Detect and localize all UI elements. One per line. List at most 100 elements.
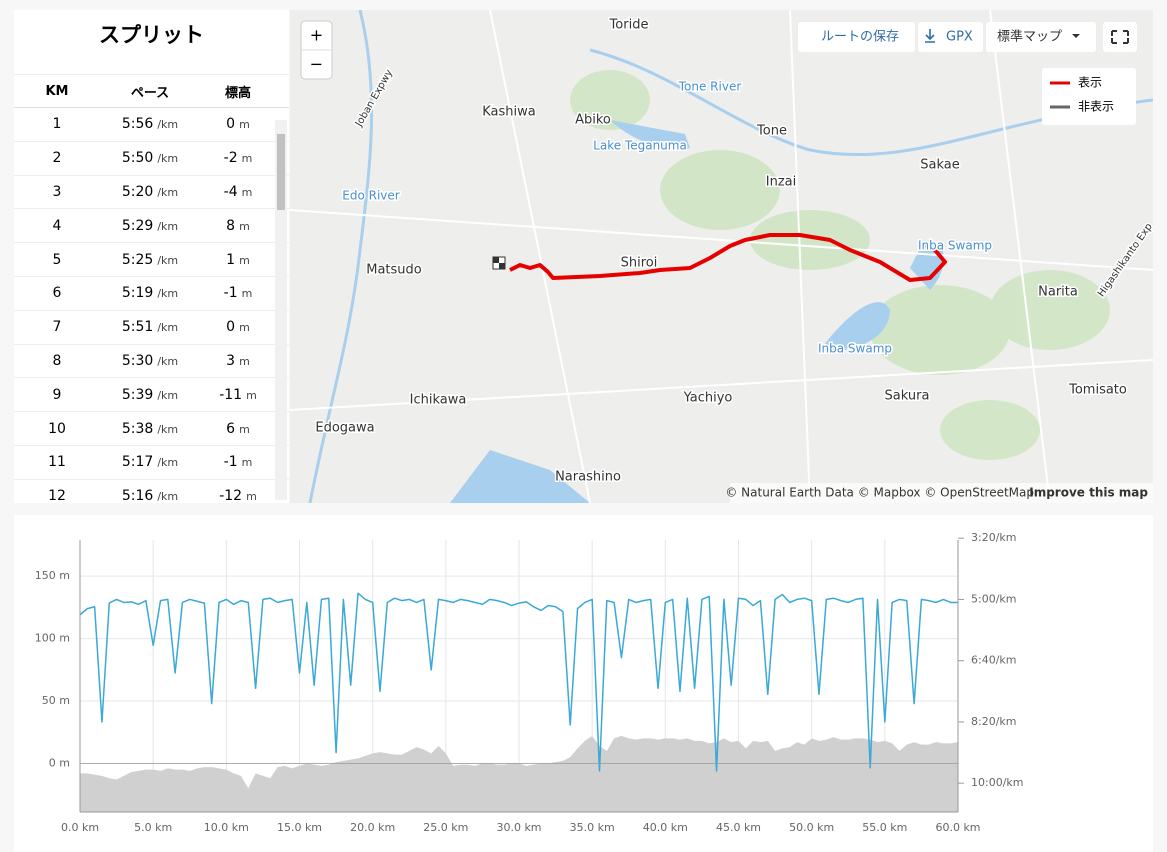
x-tick-label: 0.0 km <box>61 821 99 834</box>
zoom-in[interactable]: + <box>310 26 323 45</box>
pace-cell: 5:39 <box>121 386 154 403</box>
place-label: Tone <box>756 124 787 139</box>
elev-cell: 3 <box>226 352 236 369</box>
x-tick-label: 10.0 km <box>204 821 249 834</box>
x-tick-label: 35.0 km <box>570 821 615 834</box>
elev-cell: 8 <box>226 217 236 234</box>
y-tick-label: 0 m <box>49 756 70 769</box>
pace-cell: 5:19 <box>121 285 154 302</box>
km-cell: 7 <box>52 319 62 336</box>
map-style-select[interactable]: 標準マップ <box>997 29 1062 45</box>
pace-wrap: 5:50/km <box>100 150 200 166</box>
pace-wrap: 5:30/km <box>100 353 200 369</box>
place-label: Tomisato <box>1068 383 1127 398</box>
attribution: © Natural Earth Data © Mapbox © OpenStre… <box>725 486 1034 500</box>
elev-wrap: -1 m <box>200 454 276 470</box>
pace-cell: 5:16 <box>121 488 154 503</box>
pace-cell: 5:51 <box>121 319 154 336</box>
legend-item[interactable]: 非表示 <box>1078 100 1114 114</box>
unit: /km <box>157 388 179 402</box>
y2-tick-label: 6:40/km <box>971 654 1017 667</box>
unit: /km <box>157 354 179 368</box>
elev-cell: 1 <box>226 251 236 268</box>
elev-cell: 0 <box>226 319 236 336</box>
improve-link[interactable]: Improve this map <box>1029 486 1148 500</box>
elev-cell: -4 <box>223 183 238 200</box>
fullscreen-button[interactable] <box>1103 22 1137 52</box>
split-row: 11 5:17/km -1 m <box>14 446 289 480</box>
km-cell: 6 <box>52 285 62 302</box>
unit: /km <box>157 118 179 132</box>
km-cell: 8 <box>52 352 62 369</box>
place-label: Shiroi <box>621 256 658 271</box>
elev-wrap: -1 m <box>200 285 276 301</box>
elev-cell: -2 <box>223 150 238 167</box>
split-row: 7 5:51/km 0 m <box>14 311 289 345</box>
split-row: 12 5:16/km -12 m <box>14 480 289 503</box>
y-tick-label: 100 m <box>35 632 70 645</box>
col-header: 標高 <box>224 85 251 101</box>
x-tick-label: 55.0 km <box>862 821 907 834</box>
elevation-area <box>80 735 958 812</box>
pace-cell: 5:25 <box>121 251 154 268</box>
unit: m <box>241 152 253 166</box>
km-cell: 5 <box>52 251 62 268</box>
save-route-button[interactable]: ルートの保存 <box>821 30 899 45</box>
unit: /km <box>157 152 179 166</box>
elev-cell: -11 <box>219 386 243 403</box>
unit: /km <box>157 321 179 335</box>
unit: m <box>246 490 257 503</box>
place-label: Yachiyo <box>683 391 733 406</box>
split-row: 2 5:50/km -2 m <box>14 142 289 176</box>
unit: m <box>241 287 253 301</box>
unit: /km <box>157 422 179 436</box>
elev-cell: 0 <box>226 116 236 133</box>
pace-wrap: 5:20/km <box>100 184 200 200</box>
map[interactable]: Toride Tone River Kashiwa Abiko Lake Teg… <box>290 10 1153 503</box>
split-row: 9 5:39/km -11 m <box>14 378 289 413</box>
splits-panel: スプリット KM ペース 標高 1 5:56/km 0 m 2 5:50/km -2 m 3 5:… <box>14 10 289 503</box>
km-cell: 4 <box>52 217 62 234</box>
place-label: Abiko <box>575 113 611 128</box>
col-header: ペース <box>130 85 170 101</box>
unit: /km <box>157 219 179 233</box>
x-tick-label: 30.0 km <box>496 821 541 834</box>
pace-wrap: 5:29/km <box>100 218 200 234</box>
x-tick-label: 5.0 km <box>134 821 172 834</box>
unit: m <box>241 185 253 199</box>
x-tick-label: 45.0 km <box>716 821 761 834</box>
pace-wrap: 5:38/km <box>100 421 200 437</box>
gpx-button[interactable]: GPX <box>946 30 973 45</box>
scrollbar[interactable] <box>275 120 287 500</box>
km-cell: 3 <box>52 183 62 200</box>
pace-cell: 5:38 <box>121 420 154 437</box>
y2-tick-label: 5:00/km <box>971 592 1017 605</box>
pace-wrap: 5:56/km <box>100 116 200 132</box>
water-label: Inba Swamp <box>918 239 992 253</box>
col-header: KM <box>45 83 69 99</box>
unit: m <box>239 321 250 335</box>
zoom-out[interactable]: − <box>310 55 323 74</box>
pace-wrap: 5:39/km <box>100 387 200 403</box>
pace-line <box>79 592 958 772</box>
unit: m <box>246 388 257 402</box>
x-tick-label: 60.0 km <box>935 821 980 834</box>
unit: m <box>239 422 250 436</box>
split-row: 8 5:30/km 3 m <box>14 345 289 379</box>
place-label: Narita <box>1038 285 1078 300</box>
place-label: Sakura <box>885 389 930 404</box>
legend-item[interactable]: 表示 <box>1078 76 1102 90</box>
x-tick-label: 25.0 km <box>423 821 468 834</box>
y2-tick-label: 10:00/km <box>971 776 1024 789</box>
km-cell: 9 <box>52 386 62 403</box>
pace-cell: 5:29 <box>121 217 154 234</box>
unit: m <box>239 253 250 267</box>
split-row: 5 5:25/km 1 m <box>14 243 289 277</box>
unit: m <box>239 118 250 132</box>
elev-cell: -12 <box>219 488 243 503</box>
unit: /km <box>157 185 179 199</box>
